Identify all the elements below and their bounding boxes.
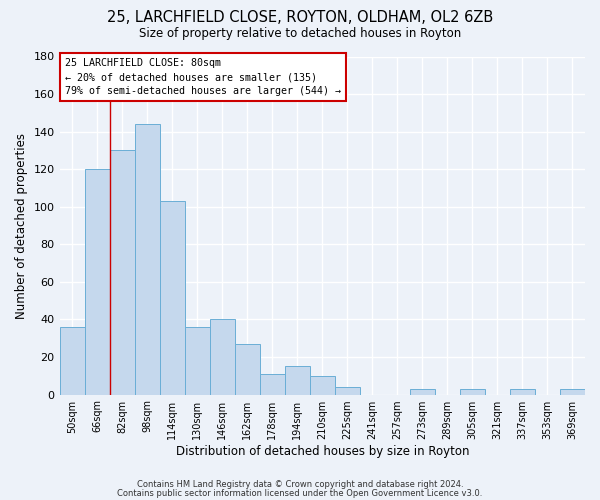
Bar bbox=[85, 169, 110, 394]
Bar bbox=[310, 376, 335, 394]
Y-axis label: Number of detached properties: Number of detached properties bbox=[15, 132, 28, 318]
Bar bbox=[160, 201, 185, 394]
Bar bbox=[134, 124, 160, 394]
Bar bbox=[59, 327, 85, 394]
Bar bbox=[285, 366, 310, 394]
Bar bbox=[410, 389, 435, 394]
Bar bbox=[560, 389, 585, 394]
Text: 25, LARCHFIELD CLOSE, ROYTON, OLDHAM, OL2 6ZB: 25, LARCHFIELD CLOSE, ROYTON, OLDHAM, OL… bbox=[107, 10, 493, 25]
Text: Contains public sector information licensed under the Open Government Licence v3: Contains public sector information licen… bbox=[118, 488, 482, 498]
Text: Contains HM Land Registry data © Crown copyright and database right 2024.: Contains HM Land Registry data © Crown c… bbox=[137, 480, 463, 489]
Text: Size of property relative to detached houses in Royton: Size of property relative to detached ho… bbox=[139, 28, 461, 40]
Text: 25 LARCHFIELD CLOSE: 80sqm
← 20% of detached houses are smaller (135)
79% of sem: 25 LARCHFIELD CLOSE: 80sqm ← 20% of deta… bbox=[65, 58, 341, 96]
Bar bbox=[110, 150, 134, 394]
X-axis label: Distribution of detached houses by size in Royton: Distribution of detached houses by size … bbox=[176, 444, 469, 458]
Bar bbox=[209, 320, 235, 394]
Bar bbox=[335, 387, 360, 394]
Bar bbox=[460, 389, 485, 394]
Bar bbox=[185, 327, 209, 394]
Bar bbox=[260, 374, 285, 394]
Bar bbox=[235, 344, 260, 395]
Bar bbox=[510, 389, 535, 394]
